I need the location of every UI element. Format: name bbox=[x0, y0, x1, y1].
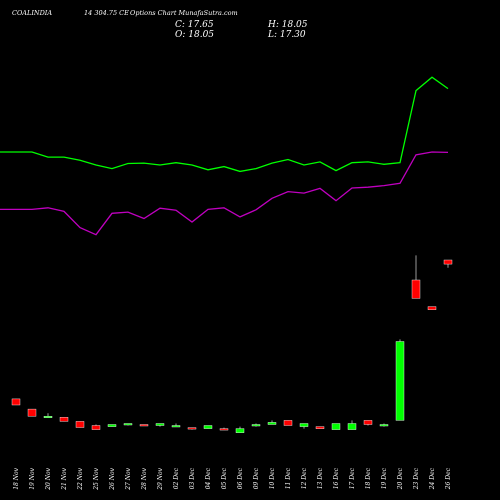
symbol-label: COALINDIA bbox=[12, 9, 52, 17]
candle-body bbox=[155, 423, 165, 426]
date-tick-label: 23 Dec bbox=[413, 467, 420, 490]
candle bbox=[267, 420, 277, 425]
candle bbox=[331, 423, 341, 430]
candle bbox=[59, 417, 69, 422]
candle bbox=[123, 423, 133, 426]
candle-body bbox=[315, 426, 325, 429]
candle-body bbox=[427, 306, 437, 310]
candle-body bbox=[251, 424, 261, 427]
candle-body bbox=[59, 417, 69, 422]
subtitle-label: Options Chart MunafaSutra.com bbox=[130, 9, 238, 17]
candle bbox=[363, 420, 373, 426]
candle-body bbox=[443, 259, 453, 265]
candle bbox=[107, 424, 117, 427]
date-tick-label: 11 Dec bbox=[285, 467, 292, 489]
date-tick-label: 27 Nov bbox=[125, 467, 132, 490]
date-tick-label: 09 Dec bbox=[253, 467, 260, 489]
candle bbox=[43, 413, 53, 418]
ma-green-line bbox=[0, 76, 449, 173]
date-tick-label: 16 Dec bbox=[333, 467, 340, 489]
open-value: O: 18.05 bbox=[175, 30, 214, 40]
candle-body bbox=[187, 427, 197, 430]
candle-body bbox=[203, 425, 213, 429]
candle bbox=[139, 424, 149, 427]
date-tick-label: 24 Dec bbox=[429, 467, 436, 490]
candle bbox=[203, 425, 213, 429]
candle bbox=[283, 420, 293, 426]
date-tick-label: 18 Nov bbox=[13, 467, 20, 489]
candle bbox=[315, 426, 325, 429]
candle bbox=[187, 427, 197, 430]
date-tick-label: 19 Nov bbox=[29, 467, 36, 489]
candle-body bbox=[27, 408, 37, 417]
candle-body bbox=[267, 422, 277, 425]
date-tick-label: 12 Dec bbox=[301, 467, 308, 489]
close-value: C: 17.65 bbox=[175, 20, 214, 30]
low-value: L: 17.30 bbox=[267, 30, 306, 40]
candlesticks bbox=[11, 255, 453, 433]
date-axis-labels: 18 Nov 19 Nov 20 Nov 21 Nov 22 Nov 25 Nov 26 N… bbox=[13, 467, 452, 490]
date-tick-label: 25 Nov bbox=[93, 467, 100, 490]
candle-body bbox=[395, 341, 405, 421]
candle bbox=[91, 424, 101, 430]
candle-body bbox=[411, 279, 421, 299]
date-tick-label: 26 Dec bbox=[445, 467, 452, 490]
candle-body bbox=[43, 416, 53, 418]
candle-body bbox=[283, 420, 293, 426]
candle-body bbox=[107, 424, 117, 427]
candle bbox=[219, 427, 229, 431]
moving-average-lines bbox=[0, 76, 449, 236]
candle bbox=[443, 259, 453, 268]
date-tick-label: 26 Nov bbox=[109, 467, 116, 490]
date-tick-label: 21 Nov bbox=[61, 467, 68, 490]
candle bbox=[11, 398, 21, 406]
date-tick-label: 17 Dec bbox=[349, 467, 356, 489]
high-value: H: 18.05 bbox=[267, 20, 308, 30]
date-tick-label: 05 Dec bbox=[221, 467, 228, 489]
date-tick-label: 18 Dec bbox=[365, 467, 372, 489]
candle bbox=[347, 420, 357, 430]
candle-body bbox=[171, 425, 181, 428]
date-tick-label: 29 Nov bbox=[157, 467, 164, 490]
candle-body bbox=[379, 424, 389, 427]
date-tick-label: 02 Dec bbox=[173, 467, 180, 489]
date-tick-label: 10 Dec bbox=[269, 467, 276, 489]
candle-body bbox=[347, 423, 357, 430]
ma-purple-line bbox=[0, 151, 449, 236]
candle-body bbox=[75, 421, 85, 428]
candle bbox=[299, 423, 309, 429]
date-tick-label: 20 Nov bbox=[45, 467, 52, 490]
date-tick-label: 03 Dec bbox=[189, 467, 196, 489]
candle-body bbox=[219, 428, 229, 431]
candle bbox=[235, 426, 245, 433]
candle bbox=[395, 339, 405, 421]
candle-body bbox=[363, 420, 373, 425]
candle bbox=[411, 255, 421, 299]
candle bbox=[379, 423, 389, 427]
candle-body bbox=[123, 423, 133, 426]
date-tick-label: 20 Dec bbox=[397, 467, 404, 490]
candle bbox=[27, 408, 37, 417]
candle-body bbox=[11, 398, 21, 406]
candle-body bbox=[235, 428, 245, 433]
candle bbox=[155, 423, 165, 427]
contract-label: 14 304.75 CE bbox=[84, 9, 129, 17]
date-tick-label: 13 Dec bbox=[317, 467, 324, 489]
date-tick-label: 04 Dec bbox=[205, 467, 212, 489]
candle-body bbox=[299, 423, 309, 427]
date-tick-label: 06 Dec bbox=[237, 467, 244, 489]
date-tick-label: 28 Nov bbox=[141, 467, 148, 490]
candle bbox=[75, 421, 85, 428]
candle-body bbox=[139, 424, 149, 427]
candle-body bbox=[331, 423, 341, 430]
candle bbox=[171, 423, 181, 428]
date-tick-label: 22 Nov bbox=[77, 467, 84, 490]
candle bbox=[251, 423, 261, 427]
candle bbox=[427, 306, 437, 310]
candle-body bbox=[91, 425, 101, 430]
date-tick-label: 19 Dec bbox=[381, 467, 388, 489]
